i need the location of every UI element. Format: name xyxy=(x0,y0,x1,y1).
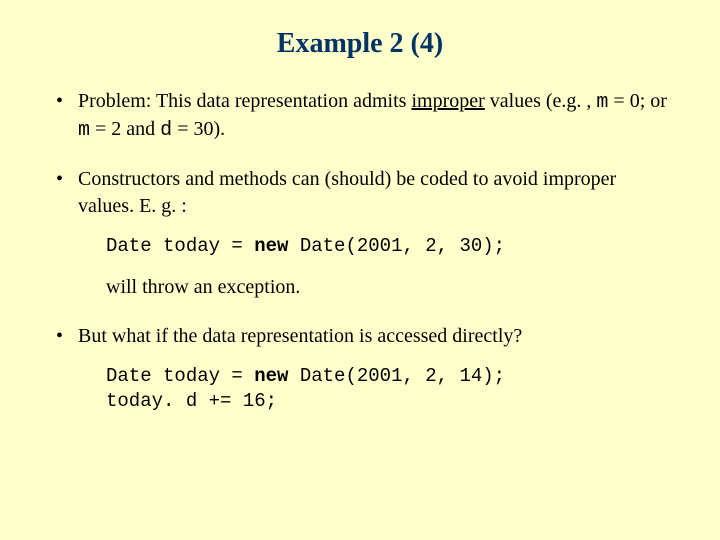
text: values (e.g. , xyxy=(485,90,597,112)
code-var: m xyxy=(78,119,90,142)
bullet-item-2: Constructors and methods can (should) be… xyxy=(50,166,670,301)
text: = 0; or xyxy=(608,90,667,112)
text: But what if the data representation is a… xyxy=(78,325,522,347)
code-keyword: new xyxy=(254,365,288,387)
text: = 30). xyxy=(172,118,225,140)
bullet-item-1: Problem: This data representation admits… xyxy=(50,88,670,144)
code-text: Date today = xyxy=(106,365,254,387)
code-var: d xyxy=(160,119,172,142)
code-text: today. d += 16; xyxy=(106,390,277,412)
text: Constructors and methods can (should) be… xyxy=(78,168,616,217)
followup-text: will throw an exception. xyxy=(106,274,670,301)
slide-title: Example 2 (4) xyxy=(50,28,670,60)
text: Problem: This data representation admits xyxy=(78,90,411,112)
code-text: Date today = xyxy=(106,235,254,257)
code-block-1: Date today = new Date(2001, 2, 30); xyxy=(106,234,670,260)
code-text: Date(2001, 2, 30); xyxy=(288,235,505,257)
code-block-2: Date today = new Date(2001, 2, 14); toda… xyxy=(106,364,670,415)
text: = 2 and xyxy=(90,118,160,140)
bullet-list: Problem: This data representation admits… xyxy=(50,88,670,415)
code-text: Date(2001, 2, 14); xyxy=(288,365,505,387)
bullet-item-3: But what if the data representation is a… xyxy=(50,323,670,415)
code-keyword: new xyxy=(254,235,288,257)
code-var: m xyxy=(596,91,608,114)
slide: Example 2 (4) Problem: This data represe… xyxy=(0,0,720,540)
underlined-word: improper xyxy=(411,90,484,112)
